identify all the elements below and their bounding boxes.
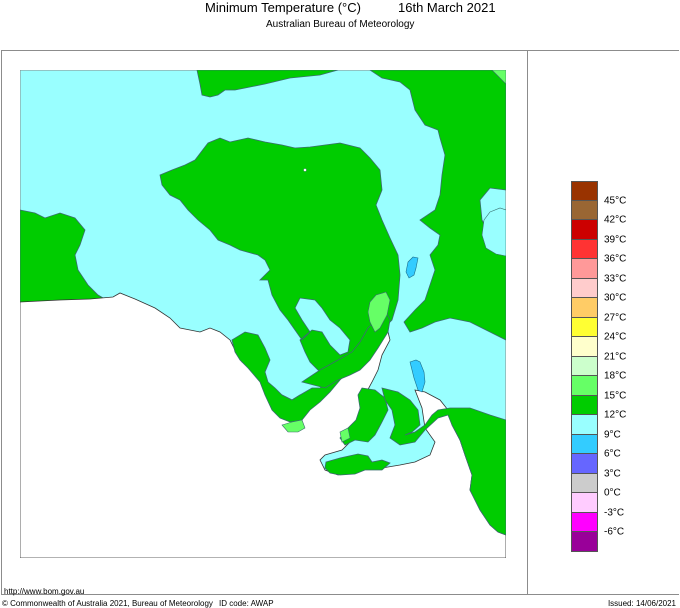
legend-swatch <box>571 181 598 201</box>
legend-label: 27°C <box>604 312 627 324</box>
legend-swatch <box>571 415 598 435</box>
region-12-15c-kangaroo-island <box>324 453 391 476</box>
legend-label: 9°C <box>604 429 621 441</box>
legend-swatch <box>571 220 598 240</box>
map-title: Minimum Temperature (°C) 16th March 2021 <box>205 0 496 15</box>
region-6-9c-lake-south <box>409 359 426 393</box>
footer-id-code: ID code: AWAP <box>219 599 274 608</box>
legend-label: 45°C <box>604 195 627 207</box>
region-15-18c-yorke-tip <box>339 427 351 443</box>
footer-copyright: © Commonwealth of Australia 2021, Bureau… <box>2 599 213 608</box>
temperature-map <box>20 70 506 558</box>
legend-label: 21°C <box>604 351 627 363</box>
legend-swatch <box>571 376 598 396</box>
legend-label: 3°C <box>604 468 621 480</box>
legend-label: 42°C <box>604 214 627 226</box>
legend-swatch <box>571 395 598 416</box>
region-6-9c-lake-north <box>405 256 419 279</box>
region-15-18c-corner <box>491 70 506 85</box>
legend-swatch <box>571 454 598 474</box>
legend-swatch <box>571 512 598 533</box>
legend-swatch <box>571 278 598 299</box>
title-date: 16th March 2021 <box>398 0 496 15</box>
legend-label: -3°C <box>604 507 625 519</box>
footer-issued-date: Issued: 14/06/2021 <box>607 599 676 608</box>
temperature-legend <box>571 181 598 552</box>
region-9-12c-east-pocket <box>481 207 506 257</box>
region-12-15c-north <box>196 70 339 98</box>
legend-label: 15°C <box>604 390 627 402</box>
legend-label: 12°C <box>604 409 627 421</box>
legend-label: 39°C <box>604 234 627 246</box>
legend-label: 0°C <box>604 487 621 499</box>
lake-dot <box>303 168 307 172</box>
region-12-15c-southeast <box>381 387 506 536</box>
legend-swatch <box>571 356 598 377</box>
chart-frame <box>1 50 679 595</box>
region-15-18c-coast <box>281 419 306 433</box>
legend-swatch <box>571 493 598 513</box>
footer-url[interactable]: http://www.bom.gov.au <box>4 587 85 596</box>
legend-swatch <box>571 473 598 494</box>
legend-label: 30°C <box>604 292 627 304</box>
title-text: Minimum Temperature (°C) <box>205 0 361 15</box>
legend-label: 36°C <box>604 253 627 265</box>
legend-label: 6°C <box>604 448 621 460</box>
legend-divider <box>527 50 528 595</box>
legend-label: 18°C <box>604 370 627 382</box>
legend-swatch <box>571 337 598 357</box>
map-subtitle: Australian Bureau of Meteorology <box>266 19 415 30</box>
region-12-15c-central <box>159 137 401 376</box>
legend-swatch <box>571 434 598 455</box>
region-12-15c-eyre <box>301 309 391 389</box>
legend-swatch <box>571 532 598 552</box>
legend-label: -6°C <box>604 526 625 538</box>
legend-label: 24°C <box>604 331 627 343</box>
legend-swatch <box>571 317 598 338</box>
legend-swatch <box>571 298 598 318</box>
region-15-18c-inland <box>367 291 391 333</box>
legend-swatch <box>571 200 598 221</box>
legend-swatch <box>571 239 598 260</box>
legend-swatch <box>571 259 598 279</box>
legend-label: 33°C <box>604 273 627 285</box>
